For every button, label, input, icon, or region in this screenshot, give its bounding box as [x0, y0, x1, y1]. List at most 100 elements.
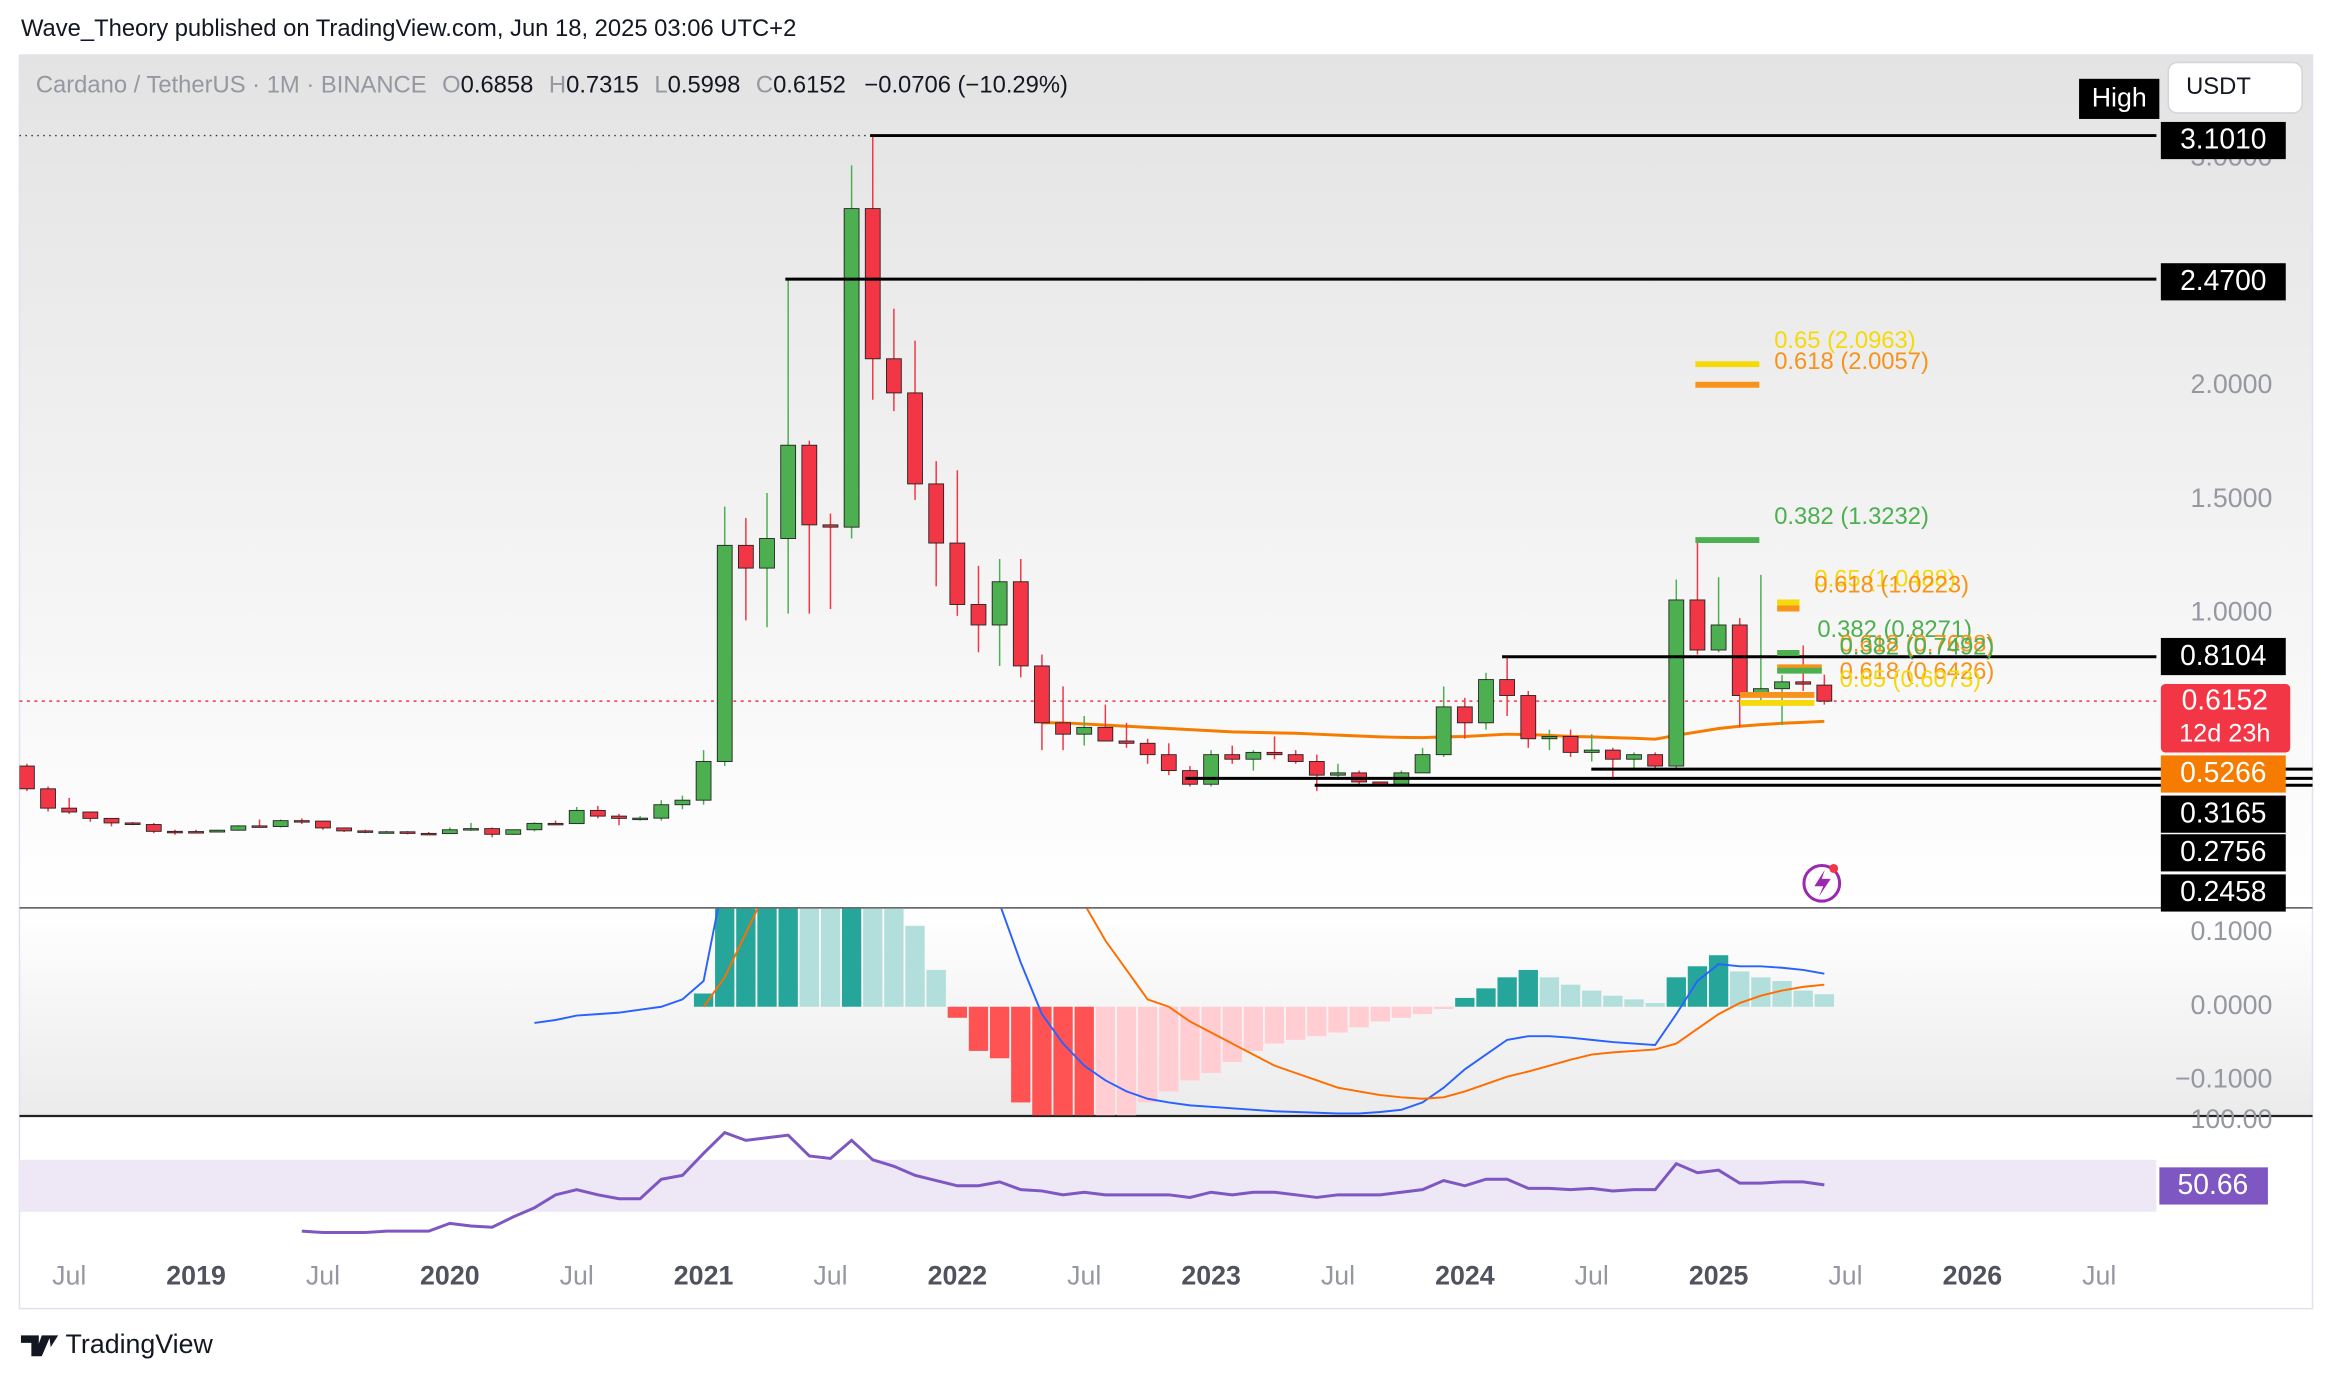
macd-histogram-bar [905, 925, 925, 1007]
macd-histogram-bar [1286, 1006, 1306, 1040]
candle-body [1330, 772, 1346, 776]
x-tick-label: 2024 [1435, 1260, 1495, 1290]
level-label-box [2160, 874, 2286, 912]
candle-body [399, 831, 416, 834]
candle-body [1245, 751, 1262, 760]
candle-body [1499, 679, 1516, 696]
candle-body [484, 828, 501, 835]
macd-histogram-bar [1730, 971, 1750, 1007]
x-tick-label: Jul [2082, 1260, 2116, 1290]
macd-histogram-bar [1624, 999, 1644, 1007]
macd-histogram-bar [1412, 1006, 1433, 1015]
candle-body [336, 827, 352, 832]
alert-icon[interactable] [1802, 863, 1842, 903]
brand: TradingView [66, 1329, 214, 1359]
candle-body [864, 208, 881, 360]
macd-histogram-bar [1053, 1006, 1073, 1116]
x-tick-label: Jul [52, 1260, 86, 1290]
macd-histogram-bar [1582, 990, 1602, 1007]
ohlc-value: 0.6152 [773, 72, 846, 99]
candle-body [886, 358, 902, 394]
y-tick-label: 1.0000 [2191, 597, 2273, 627]
macd-histogram-bar [1137, 1006, 1158, 1103]
macd-histogram-bar [841, 908, 862, 1007]
fib-label: 0.618 (0.7638) [1840, 630, 1995, 657]
candle-body [1541, 736, 1558, 740]
candle-body [378, 831, 395, 834]
macd-histogram-bar [799, 908, 819, 1007]
macd-histogram-bar [693, 993, 714, 1007]
macd-histogram-bar [778, 908, 798, 1007]
candle-body [632, 817, 649, 821]
scale-mode-label[interactable]: High [2092, 83, 2147, 113]
macd-histogram-bar [1603, 995, 1623, 1007]
candle-body [441, 829, 458, 835]
level-label-box [2160, 834, 2286, 872]
macd-histogram-bar [1539, 977, 1560, 1007]
candle-body [1816, 684, 1833, 702]
candle-body [653, 804, 670, 819]
last-price-label: 0.6152 [2182, 683, 2268, 715]
symbol: Cardano / TetherUS · 1M · BINANCE [36, 72, 427, 99]
ohlc-label: O [442, 72, 461, 99]
candle-body [1224, 754, 1241, 760]
candle-body [843, 208, 860, 528]
macd-histogram-bar [1751, 977, 1771, 1007]
x-tick-label: Jul [1575, 1260, 1609, 1290]
candle-body [1076, 726, 1093, 735]
x-tick-label: Jul [1828, 1260, 1862, 1290]
fib-label: 0.618 (0.6426) [1840, 658, 1995, 685]
candle-body [167, 830, 183, 834]
macd-histogram-bar [1476, 988, 1496, 1007]
macd-histogram-bar [1307, 1006, 1327, 1037]
level-label: 3.1010 [2180, 123, 2266, 155]
change: −0.0706 (−10.29%) [864, 72, 1068, 99]
x-tick-label: 2021 [674, 1260, 734, 1290]
fib-label: 0.382 (1.3232) [1774, 503, 1929, 530]
candle-body [1266, 751, 1283, 756]
candle-body [1456, 706, 1473, 724]
rsi-tick-label: 100.00 [2191, 1104, 2273, 1134]
candle-body [822, 524, 839, 528]
x-tick-label: 2020 [420, 1260, 480, 1290]
candle-body [463, 828, 479, 831]
alert-icon-bolt [1814, 869, 1831, 897]
currency-label[interactable]: USDT [2186, 73, 2251, 100]
candle-body [1626, 754, 1642, 760]
level-label-box [2160, 637, 2286, 676]
candle-body [1583, 749, 1600, 753]
candle-body [949, 542, 966, 605]
candle-body [1139, 742, 1156, 756]
candle-body [1774, 681, 1790, 690]
level-label: 0.2756 [2180, 835, 2266, 867]
ema-label-box [2160, 755, 2286, 793]
candle-body [1689, 599, 1706, 651]
macd-histogram-bar [1074, 1006, 1094, 1116]
macd-line [534, 908, 1825, 1115]
candle-body [505, 829, 522, 835]
candle-body [1097, 726, 1114, 742]
candle-body [230, 825, 247, 831]
macd-histogram-bar [736, 908, 756, 1007]
scale-mode-button[interactable] [2079, 78, 2160, 119]
candle-body [695, 761, 712, 801]
macd-histogram-bar [1687, 966, 1708, 1007]
macd-histogram-bar [1560, 984, 1581, 1007]
candle-body [1012, 581, 1029, 667]
ohlc-value: 0.6858 [461, 72, 534, 99]
candle-body [547, 822, 564, 826]
macd-tick-label: 0.1000 [2191, 916, 2273, 946]
level-label: 0.3165 [2180, 796, 2266, 828]
candle-body [991, 581, 1008, 626]
currency-button[interactable] [2167, 61, 2303, 114]
candle-body [315, 820, 331, 829]
candle-body [1118, 740, 1135, 744]
macd-histogram-bar [1666, 977, 1686, 1007]
x-tick-label: Jul [1067, 1260, 1101, 1290]
candle-body [526, 822, 543, 831]
macd-histogram-bar [1434, 1006, 1454, 1009]
price-plot [19, 135, 2157, 838]
candle-body [780, 444, 797, 539]
candle-body [1795, 681, 1812, 685]
